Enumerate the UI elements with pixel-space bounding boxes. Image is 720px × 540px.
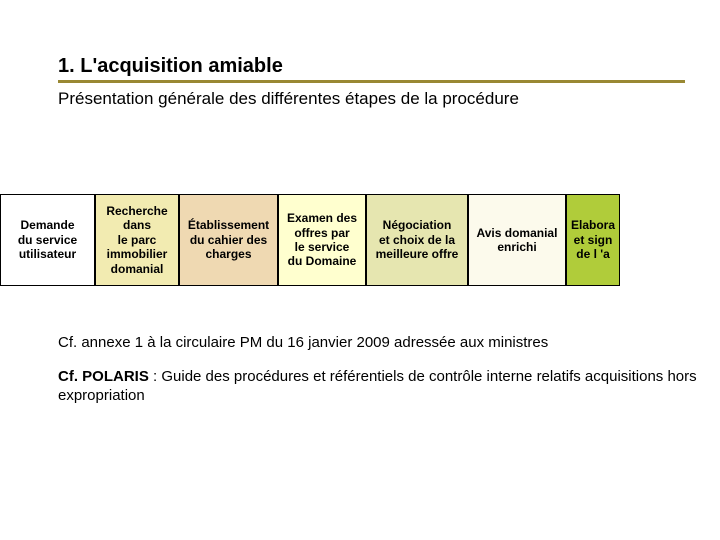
slide-title: 1. L'acquisition amiable [58, 55, 720, 78]
flow-step-0: Demandedu serviceutilisateur [0, 194, 95, 286]
flow-step-1: Recherchedansle parcimmobilierdomanial [95, 194, 179, 286]
notes-block: Cf. annexe 1 à la circulaire PM du 16 ja… [58, 333, 720, 420]
process-flow: Demandedu serviceutilisateurRecherchedan… [0, 194, 720, 286]
slide-subtitle: Présentation générale des différentes ét… [58, 89, 720, 109]
title-underline [58, 80, 685, 83]
flow-step-5: Avis domanialenrichi [468, 194, 566, 286]
slide-root: 1. L'acquisition amiable Présentation gé… [0, 0, 720, 540]
note-0: Cf. annexe 1 à la circulaire PM du 16 ja… [58, 333, 720, 353]
note-1: Cf. POLARIS : Guide des procédures et ré… [58, 367, 720, 406]
flow-step-2: Établissementdu cahier descharges [179, 194, 278, 286]
flow-container: Demandedu serviceutilisateurRecherchedan… [0, 194, 720, 286]
flow-step-4: Négociationet choix de lameilleure offre [366, 194, 468, 286]
flow-step-3: Examen desoffres parle servicedu Domaine [278, 194, 366, 286]
flow-step-6: Elaboraet signde l 'a [566, 194, 620, 286]
